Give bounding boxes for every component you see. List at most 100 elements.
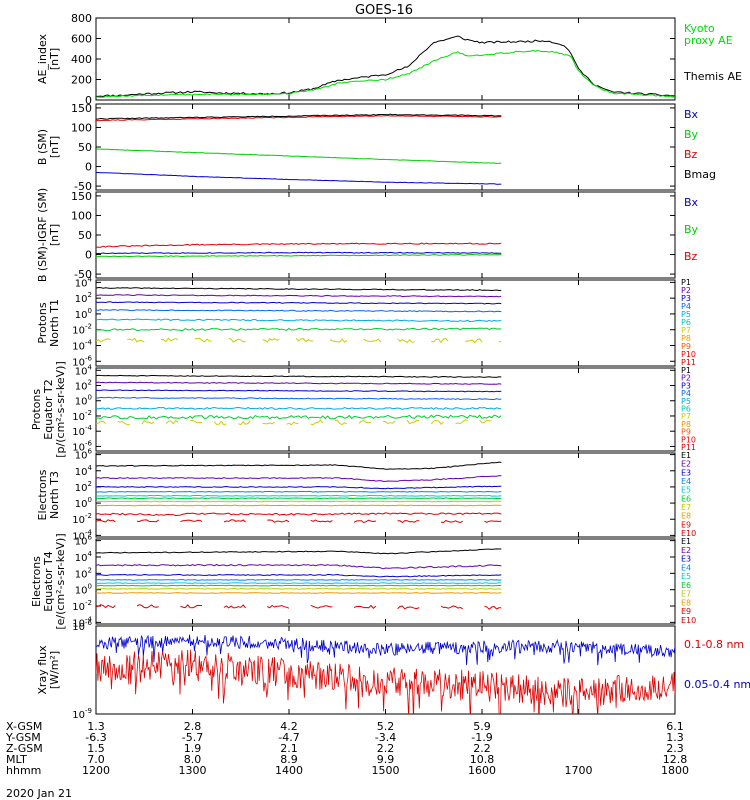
y-tick-label: 104 [75, 550, 93, 564]
channel-label: P6 [681, 405, 691, 414]
channel-label: E9 [681, 607, 691, 616]
y-axis-label: B (SM)-IGRF (SM) [36, 188, 49, 282]
y-axis-label: B (SM) [36, 129, 49, 165]
channel-label: E2 [681, 460, 691, 469]
footer-value: -1.9 [471, 731, 492, 744]
series-line-E7 [96, 500, 502, 503]
channel-label: P3 [681, 294, 691, 303]
legend-label: Bx [684, 196, 699, 209]
panel-frame [95, 17, 676, 101]
channel-label: P5 [681, 397, 691, 406]
y-tick-label: 100 [71, 121, 92, 134]
y-axis-label: [nT] [48, 48, 61, 70]
y-tick-label: 10-4 [72, 338, 92, 352]
y-tick-label: 0 [85, 161, 92, 174]
channel-label: P9 [681, 428, 691, 437]
series-group [96, 461, 502, 524]
y-tick-label: 10-2 [72, 323, 92, 337]
series-line-By [96, 148, 502, 164]
panel-eeqt4: 106 104 102 100 10-2 10-4 Electrons Equator T4[… [30, 533, 696, 629]
channel-label: E1 [681, 451, 691, 460]
footer-row-label: X-GSM [6, 720, 42, 733]
series-line-E5 [96, 494, 502, 497]
y-tick-label: 100 [71, 209, 92, 222]
series-line-By [96, 253, 502, 258]
footer-value: 7.0 [87, 753, 105, 766]
channel-label: P10 [681, 435, 696, 444]
channel-label: P7 [681, 326, 691, 335]
y-axis-label: [e/(cm²-s-sr-keV)] [54, 533, 67, 629]
series-line-E3 [96, 485, 502, 490]
series-line-P5 [96, 406, 502, 410]
series-line-E6 [96, 497, 502, 500]
series-line-E8 [96, 592, 502, 594]
y-axis-label: [nT] [48, 224, 61, 246]
y-tick-label: 10-9 [72, 707, 92, 721]
y-tick-label: 150 [71, 102, 92, 115]
footer-value: 1.5 [87, 742, 105, 755]
footer-value: -6.3 [85, 731, 106, 744]
series-line-P1 [96, 374, 502, 378]
panel-bigrf: -50 0 50 100 150 B (SM)-IGRF (SM) [nT] Bx By Bz [36, 188, 699, 282]
series-group [96, 242, 502, 258]
footer-value: 8.0 [184, 753, 202, 766]
footer-value: 2.2 [377, 742, 395, 755]
footer-row-label: MLT [6, 753, 27, 766]
series-line-E1 [96, 461, 502, 470]
channel-label: E4 [681, 477, 691, 486]
footer-value: 2.2 [473, 742, 491, 755]
y-tick-label: 104 [75, 464, 93, 478]
footer-row-label: Y-GSM [5, 731, 41, 744]
legend-label: 0.05-0.4 nm [684, 678, 750, 691]
channel-label: E8 [681, 512, 691, 521]
y-tick-label: 102 [75, 379, 92, 393]
channel-label: P5 [681, 310, 691, 319]
footer-value: 1.3 [666, 731, 684, 744]
legend-label: Bmag [684, 168, 716, 181]
channel-label: E3 [681, 468, 691, 477]
y-axis-label: North T1 [48, 299, 61, 347]
channel-label: P4 [681, 389, 691, 398]
y-axis-label: Protons [30, 389, 43, 430]
footer-value: 2.8 [184, 720, 202, 733]
y-tick-label: 10-6 [72, 619, 92, 633]
channel-label: E1 [681, 537, 691, 546]
channel-label: P4 [681, 302, 691, 311]
series-group [96, 286, 502, 344]
y-tick-label: -50 [74, 180, 92, 193]
y-tick-label: 104 [75, 275, 93, 289]
legend-label: Bz [684, 148, 698, 161]
y-tick-label: 10-4 [72, 528, 92, 542]
footer-value: -3.4 [375, 731, 396, 744]
panel-frame [95, 538, 676, 625]
footer-value: 2.1 [280, 742, 298, 755]
y-tick-label: 100 [75, 583, 92, 597]
footer-value: 8.9 [280, 753, 298, 766]
legend-label: Bz [684, 250, 698, 263]
legend-label: Bx [684, 108, 699, 121]
series-line-E10 [96, 519, 502, 524]
footer-value: -4.7 [278, 731, 299, 744]
panel-bsm: -50 0 50 100 150 B (SM) [nT] Bx By Bz Bmag [36, 102, 716, 193]
footer-value: 1500 [372, 764, 400, 777]
y-tick-label: 10-2 [72, 599, 92, 613]
footer-value: 10.8 [470, 753, 495, 766]
legend-label: By [684, 223, 699, 236]
y-tick-label: 104 [75, 363, 93, 377]
series-line-Bx [96, 172, 502, 185]
series-line-E5 [96, 582, 502, 585]
channel-label: P8 [681, 420, 691, 429]
y-tick-label: 200 [71, 74, 92, 87]
y-tick-label: 10-6 [72, 439, 92, 453]
channel-label: P11 [681, 358, 696, 367]
y-axis-label: AE_index [36, 33, 49, 84]
series-line-E6 [96, 584, 502, 587]
y-axis-label: [W/m²] [48, 651, 61, 689]
footer-value: 12.8 [663, 753, 688, 766]
y-axis-label: [nT] [48, 136, 61, 158]
footer-value: 1200 [82, 764, 110, 777]
footer-value: 6.1 [666, 720, 684, 733]
